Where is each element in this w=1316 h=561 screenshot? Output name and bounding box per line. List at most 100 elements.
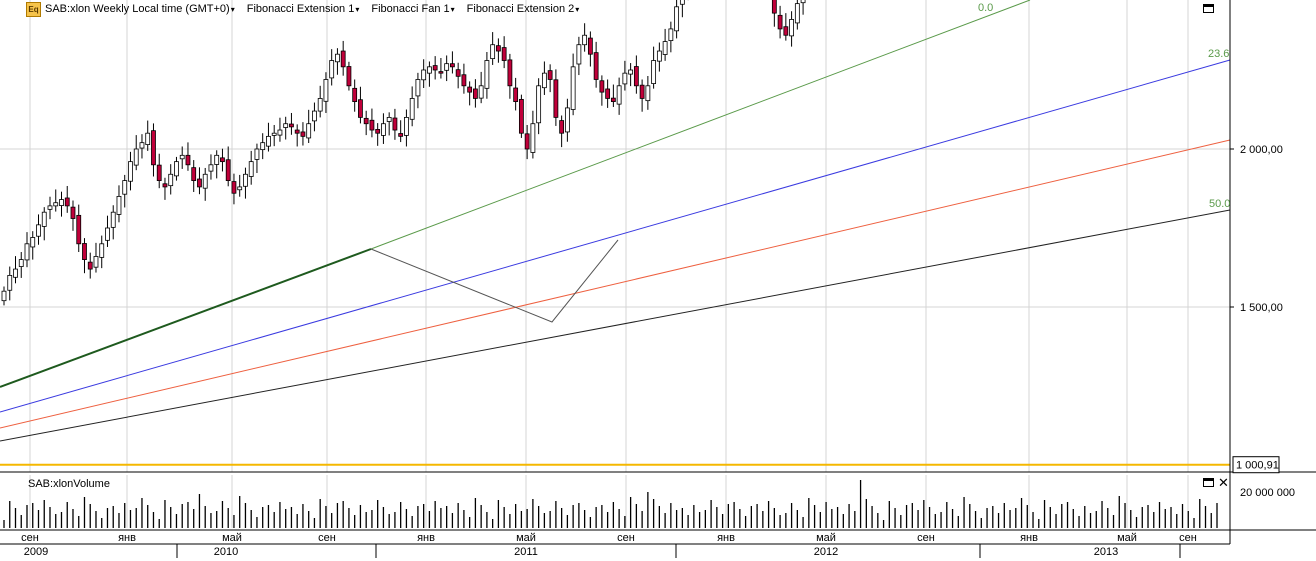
candle-body <box>1 290 7 302</box>
chevron-down-icon: ▾ <box>450 4 455 14</box>
candle-body <box>128 161 133 182</box>
candle-body <box>122 180 128 195</box>
month-label: сен <box>617 532 635 544</box>
candle-body <box>375 129 381 134</box>
candle-body <box>133 148 139 166</box>
candle-body <box>789 19 794 37</box>
candle-body <box>260 142 266 151</box>
candle-body <box>616 85 622 105</box>
candle-body <box>151 130 156 166</box>
month-label: янв <box>717 532 735 544</box>
candle-body <box>254 148 260 160</box>
candle-body <box>220 157 225 163</box>
candle-body <box>179 154 185 160</box>
candle-body <box>501 47 507 61</box>
fan-line-236 <box>0 59 1231 413</box>
candle-body <box>490 44 496 60</box>
candle-body <box>18 259 24 267</box>
candle-body <box>289 123 294 128</box>
month-label: сен <box>21 532 39 544</box>
fan-line-50 <box>0 209 1231 442</box>
close-icon[interactable]: ✕ <box>1218 475 1229 490</box>
chevron-down-icon: ▾ <box>575 4 580 14</box>
candle-body <box>668 28 674 42</box>
candle-body <box>610 97 616 103</box>
candle-body <box>645 85 651 102</box>
symbol-menu[interactable]: SAB:xlon Weekly Local time (GMT+0) ▾ <box>45 3 235 15</box>
candle-body <box>248 161 254 177</box>
month-label: сен <box>1179 532 1197 544</box>
candle-body <box>541 72 547 89</box>
maximize-icon[interactable] <box>1203 4 1214 13</box>
candle-body <box>777 14 783 30</box>
candle-body <box>13 268 18 278</box>
candle-body <box>306 123 312 139</box>
candle-body <box>47 205 53 210</box>
candle-body <box>116 195 122 215</box>
fib-extension-2-menu[interactable]: Fibonacci Extension 2 ▾ <box>467 3 580 15</box>
candle-body <box>651 60 657 84</box>
candle-body <box>283 123 289 128</box>
annotations: 261.8(3 472,04)161.8(2 940,06)100.0(2 61… <box>978 2 1230 210</box>
candle-body <box>174 161 179 177</box>
support-price-box <box>1232 456 1280 474</box>
chart-toolbar: Eq SAB:xlon Weekly Local time (GMT+0) ▾ F… <box>0 0 591 18</box>
candle-body <box>559 120 565 134</box>
candle-body <box>329 60 335 79</box>
candle-body <box>599 80 605 93</box>
candle-body <box>582 34 588 46</box>
candle-body <box>771 0 777 14</box>
candle-body <box>455 69 461 77</box>
candle-body <box>794 3 800 24</box>
month-label: янв <box>1020 532 1038 544</box>
fib-extension-1-menu[interactable]: Fibonacci Extension 1 ▾ <box>247 3 360 15</box>
fib-fan-1-label: Fibonacci Fan 1 <box>371 3 450 15</box>
fib-extension-2-label: Fibonacci Extension 2 <box>466 3 575 15</box>
candle-body <box>783 26 789 36</box>
candle-body <box>352 87 358 103</box>
month-label: сен <box>917 532 935 544</box>
candle-body <box>340 50 346 68</box>
volume-tick-label: 20 000 000 <box>1240 487 1295 499</box>
month-label: май <box>516 532 536 544</box>
candle-body <box>513 87 519 103</box>
candle-body <box>70 206 76 219</box>
candle-body <box>409 98 415 120</box>
price-tick-label: 2 000,00 <box>1240 144 1283 156</box>
candle-body <box>576 44 582 65</box>
candle-body <box>317 98 323 112</box>
candle-body <box>7 274 13 291</box>
month-label: май <box>1117 532 1137 544</box>
candle-body <box>530 123 536 153</box>
candle-body <box>415 79 421 97</box>
candle-body <box>547 70 553 80</box>
chevron-down-icon: ▾ <box>230 4 235 14</box>
candle-body <box>461 74 467 87</box>
symbol-label: SAB:xlon Weekly Local time (GMT+0) <box>45 3 230 15</box>
candle-body <box>432 65 438 71</box>
fan-236-label: 23.6 <box>1208 48 1229 60</box>
candle-body <box>524 133 530 150</box>
candle-body <box>162 183 168 188</box>
candle-body <box>294 129 300 134</box>
maximize-volume-icon[interactable] <box>1203 478 1214 487</box>
candle-body <box>99 243 105 258</box>
candle-body <box>214 154 220 165</box>
candle-body <box>243 173 248 187</box>
volume-bars <box>3 480 1218 528</box>
candle-body <box>553 79 559 118</box>
month-label: сен <box>318 532 336 544</box>
candle-body <box>59 199 64 206</box>
fib-fan-1-menu[interactable]: Fibonacci Fan 1 ▾ <box>371 3 454 15</box>
fan-50-label: 50.0 <box>1209 198 1230 210</box>
candle-body <box>168 173 174 187</box>
candle-body <box>139 142 145 149</box>
candle-body <box>605 88 611 99</box>
candle-body <box>312 110 317 122</box>
candle-body <box>36 224 41 237</box>
equity-icon[interactable]: Eq <box>26 1 41 17</box>
year-label: 2010 <box>214 546 238 558</box>
year-label: 2013 <box>1094 546 1118 558</box>
